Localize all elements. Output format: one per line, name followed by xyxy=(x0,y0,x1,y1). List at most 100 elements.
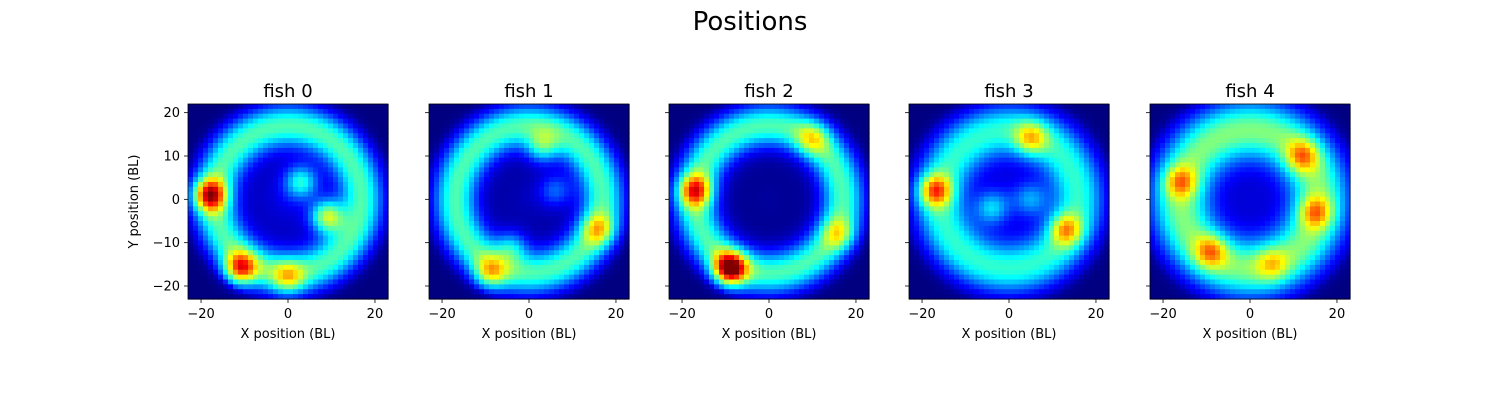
heatmap-cell xyxy=(584,264,590,271)
heatmap-cell xyxy=(699,152,705,159)
heatmap-cell xyxy=(504,230,510,237)
heatmap-cell xyxy=(243,162,249,168)
heatmap-cell xyxy=(253,143,259,149)
heatmap-cell xyxy=(479,225,485,232)
heatmap-cell xyxy=(834,162,840,168)
heatmap-cell xyxy=(439,167,445,173)
heatmap-cell xyxy=(559,138,565,144)
heatmap-cell xyxy=(669,152,675,159)
heatmap-cell xyxy=(729,152,735,159)
heatmap-cell xyxy=(263,221,269,227)
heatmap-cell xyxy=(213,235,219,242)
heatmap-cell xyxy=(228,138,234,144)
heatmap-cell xyxy=(584,177,590,183)
heatmap-cell xyxy=(844,225,850,232)
heatmap-cell xyxy=(484,143,490,149)
heatmap-cell xyxy=(323,274,329,281)
heatmap-cell xyxy=(1029,108,1035,115)
heatmap-cell xyxy=(298,240,304,246)
heatmap-cell xyxy=(584,289,590,295)
heatmap-cell xyxy=(859,157,865,164)
heatmap-cell xyxy=(854,216,860,222)
heatmap-cell xyxy=(619,235,625,242)
heatmap-cell xyxy=(729,182,735,188)
heatmap-cell xyxy=(464,186,470,193)
heatmap-cell xyxy=(554,269,560,276)
heatmap-cell xyxy=(298,284,304,290)
heatmap-cell xyxy=(343,133,349,139)
heatmap-cell xyxy=(779,118,785,125)
heatmap-cell xyxy=(228,147,234,154)
heatmap-cell xyxy=(459,128,465,134)
heatmap-cell xyxy=(679,104,685,110)
heatmap-cell xyxy=(203,206,209,212)
heatmap-cell xyxy=(263,211,269,217)
heatmap-cell xyxy=(288,250,294,256)
heatmap-cell xyxy=(779,182,785,188)
heatmap-cell xyxy=(459,250,465,256)
heatmap-cell xyxy=(353,191,359,198)
heatmap-cell xyxy=(774,128,780,134)
heatmap-cell xyxy=(779,289,785,295)
heatmap-cell xyxy=(549,225,555,232)
heatmap-cell xyxy=(609,196,615,203)
heatmap-cell xyxy=(248,167,254,173)
heatmap-cell xyxy=(624,138,630,144)
heatmap-cell xyxy=(213,201,219,207)
heatmap-cell xyxy=(348,191,354,198)
heatmap-cell xyxy=(759,264,765,271)
heatmap-cell xyxy=(864,289,870,295)
heatmap-cell xyxy=(604,221,610,227)
heatmap-cell xyxy=(323,294,329,300)
heatmap-cell xyxy=(769,196,775,203)
heatmap-cell xyxy=(213,216,219,222)
heatmap-cell xyxy=(704,230,710,237)
heatmap-cell xyxy=(524,104,530,110)
heatmap-cell xyxy=(358,138,364,144)
heatmap-cell xyxy=(263,235,269,242)
heatmap-cell xyxy=(534,177,540,183)
heatmap-cell xyxy=(464,182,470,188)
heatmap-cell xyxy=(213,294,219,300)
heatmap-cell xyxy=(464,260,470,266)
heatmap-cell xyxy=(313,152,319,159)
heatmap-cell xyxy=(694,138,700,144)
heatmap-cell xyxy=(819,206,825,212)
heatmap-cell xyxy=(363,177,369,183)
heatmap-cell xyxy=(464,123,470,129)
heatmap-cell xyxy=(539,201,545,207)
heatmap-cell xyxy=(464,108,470,115)
heatmap-cell xyxy=(278,123,284,129)
heatmap-cell xyxy=(318,260,324,266)
heatmap-cell xyxy=(529,104,535,110)
heatmap-cell xyxy=(434,128,440,134)
heatmap-cell xyxy=(599,138,605,144)
heatmap-cell xyxy=(1029,113,1035,120)
heatmap-cell xyxy=(434,235,440,242)
heatmap-cell xyxy=(854,225,860,232)
heatmap-cell xyxy=(263,284,269,290)
heatmap-cell xyxy=(689,264,695,271)
heatmap-cell xyxy=(373,264,379,271)
heatmap-cell xyxy=(233,245,239,251)
heatmap-cell xyxy=(859,104,865,110)
heatmap-cell xyxy=(619,157,625,164)
heatmap-cell xyxy=(223,255,229,261)
heatmap-cell xyxy=(238,211,244,217)
heatmap-cell xyxy=(469,289,475,295)
heatmap-cell xyxy=(559,235,565,242)
heatmap-cell xyxy=(213,182,219,188)
heatmap-cell xyxy=(769,294,775,300)
heatmap-cell xyxy=(794,157,800,164)
heatmap-cell xyxy=(308,274,314,281)
heatmap-cell xyxy=(233,177,239,183)
heatmap-cell xyxy=(929,104,935,110)
heatmap-cell xyxy=(288,294,294,300)
heatmap-cell xyxy=(348,250,354,256)
heatmap-cell xyxy=(494,211,500,217)
heatmap-cell xyxy=(429,177,435,183)
heatmap-cell xyxy=(819,196,825,203)
heatmap-cell xyxy=(719,143,725,149)
heatmap-cell xyxy=(504,201,510,207)
heatmap-cell xyxy=(353,186,359,193)
